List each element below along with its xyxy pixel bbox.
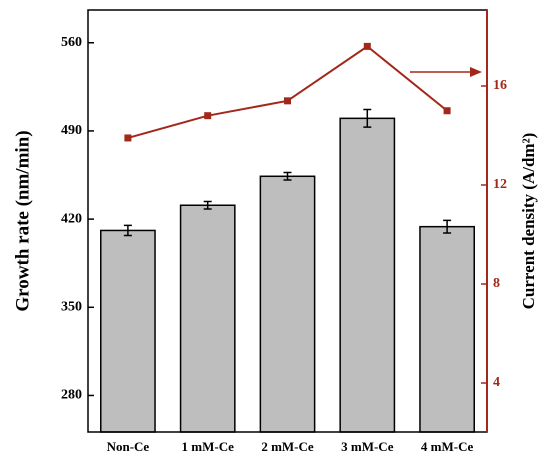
y2-tick-label: 16 (493, 78, 507, 93)
y2-tick-label: 4 (493, 375, 500, 390)
y-axis-label: Growth rate (nm/min) (12, 130, 33, 311)
marker (204, 112, 212, 120)
x-tick-label: 2 mM-Ce (261, 439, 314, 454)
line (127, 45, 448, 139)
x-tick-label: 4 mM-Ce (421, 439, 474, 454)
marker (284, 97, 291, 105)
error-bar (283, 171, 292, 181)
x-tick-label: Non-Ce (107, 439, 150, 454)
y-tick-label: 280 (61, 388, 82, 403)
y-tick-label: 490 (61, 123, 82, 138)
error-bar (123, 224, 132, 237)
arrow-head (470, 67, 482, 77)
y-tick-label: 420 (61, 211, 82, 226)
marker (363, 42, 371, 50)
error-bar (203, 200, 212, 210)
x-tick-label: 1 mM-Ce (182, 439, 235, 454)
marker (124, 134, 132, 142)
error-bar (443, 219, 452, 234)
x-tick-label: 3 mM-Ce (341, 439, 394, 454)
bar (100, 229, 156, 433)
bar (259, 175, 316, 433)
marker (443, 107, 451, 115)
y-tick-label: 350 (61, 300, 82, 315)
bar (339, 117, 396, 433)
bar (419, 225, 475, 433)
error-bar (363, 108, 372, 128)
bar (179, 204, 236, 433)
y2-tick-label: 12 (493, 177, 507, 192)
y-tick-label: 560 (61, 35, 82, 50)
y2-axis-label: Current density (A/dm²) (519, 133, 538, 310)
y2-tick-label: 8 (493, 276, 500, 291)
